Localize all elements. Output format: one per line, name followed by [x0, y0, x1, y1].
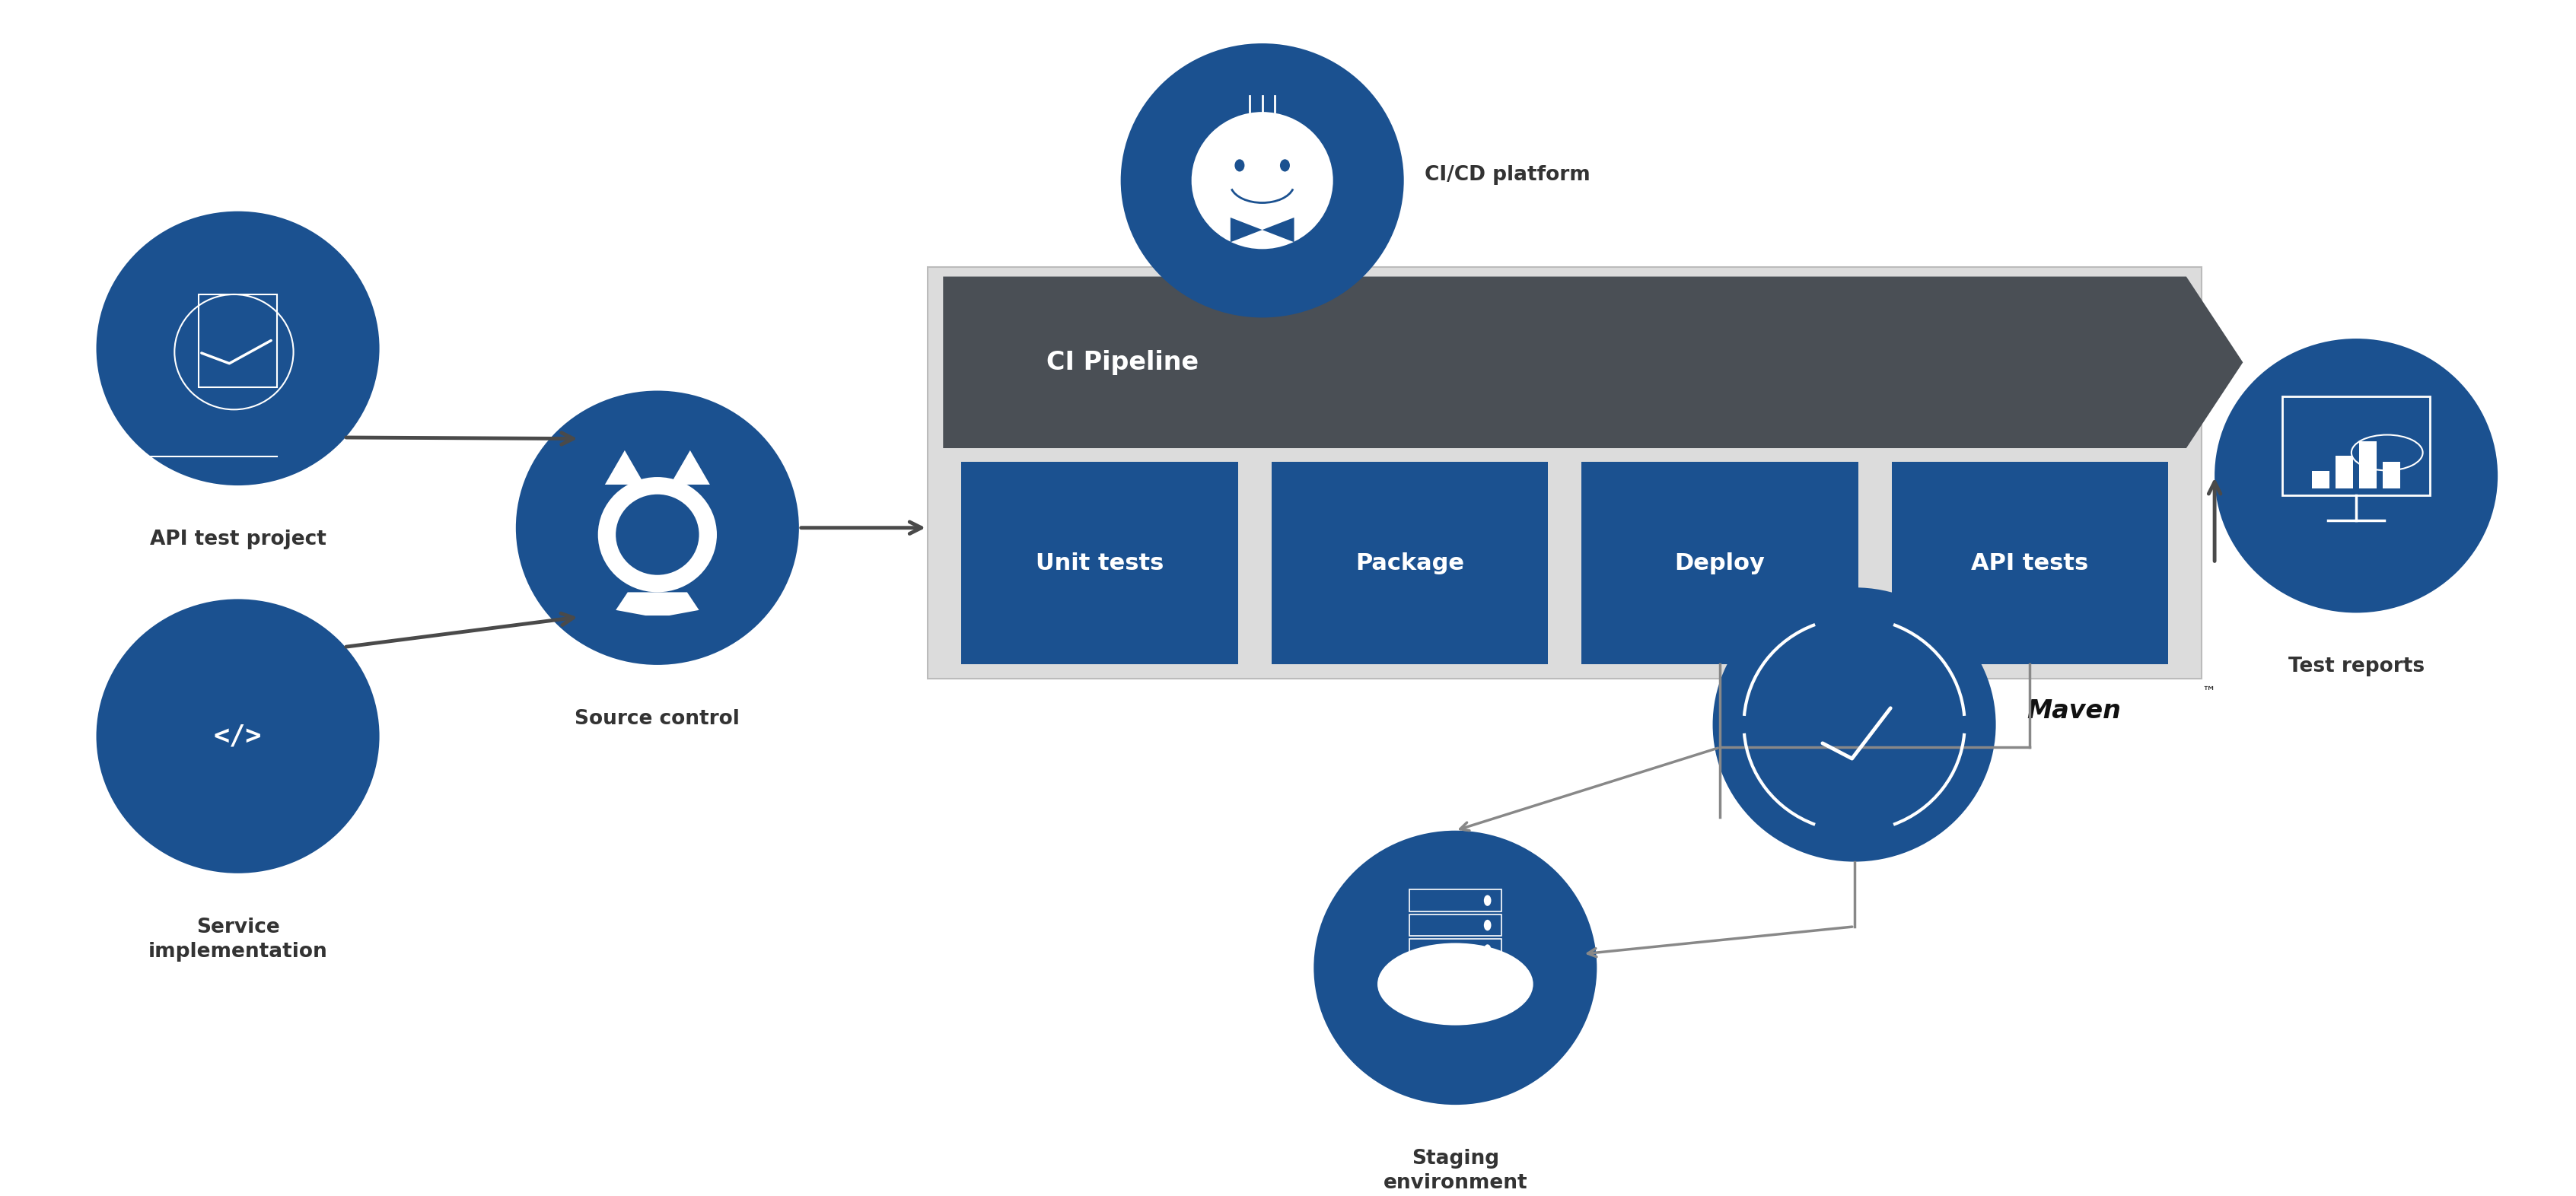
Polygon shape: [605, 451, 644, 484]
Polygon shape: [1231, 218, 1262, 242]
FancyBboxPatch shape: [927, 268, 2202, 678]
Text: Unit tests: Unit tests: [1036, 553, 1164, 574]
FancyBboxPatch shape: [1582, 462, 1857, 665]
Polygon shape: [943, 276, 2244, 448]
Text: CI Pipeline: CI Pipeline: [1046, 349, 1198, 374]
Text: ™: ™: [2202, 685, 2215, 698]
FancyBboxPatch shape: [1891, 462, 2169, 665]
Text: API test project: API test project: [149, 530, 327, 549]
Ellipse shape: [95, 599, 379, 873]
Text: Staging
environment: Staging environment: [1383, 1149, 1528, 1192]
Text: Test reports: Test reports: [2287, 657, 2424, 677]
Polygon shape: [1262, 218, 1293, 242]
Ellipse shape: [515, 391, 799, 665]
Ellipse shape: [1378, 942, 1533, 1025]
Ellipse shape: [616, 494, 698, 575]
Ellipse shape: [1484, 920, 1492, 930]
Ellipse shape: [1484, 945, 1492, 956]
Text: Maven: Maven: [2027, 698, 2120, 724]
FancyBboxPatch shape: [2336, 456, 2352, 489]
Text: </>: </>: [214, 724, 263, 749]
Ellipse shape: [1484, 895, 1492, 907]
Ellipse shape: [1280, 159, 1291, 171]
Text: Service
implementation: Service implementation: [149, 917, 327, 962]
Text: CI/CD platform: CI/CD platform: [1425, 165, 1589, 184]
FancyBboxPatch shape: [2383, 462, 2401, 489]
Ellipse shape: [1713, 587, 1996, 861]
Ellipse shape: [1314, 830, 1597, 1105]
Ellipse shape: [1234, 159, 1244, 171]
FancyBboxPatch shape: [961, 462, 1239, 665]
FancyBboxPatch shape: [1273, 462, 1548, 665]
Text: Package: Package: [1355, 553, 1463, 574]
Ellipse shape: [1193, 112, 1332, 249]
Polygon shape: [670, 451, 711, 484]
Text: Source control: Source control: [574, 709, 739, 728]
FancyBboxPatch shape: [2313, 471, 2329, 489]
Polygon shape: [616, 592, 698, 616]
Ellipse shape: [95, 212, 379, 486]
Text: Deploy: Deploy: [1674, 553, 1765, 574]
FancyBboxPatch shape: [2360, 441, 2378, 489]
Ellipse shape: [2215, 338, 2499, 612]
Ellipse shape: [598, 477, 716, 592]
Text: API tests: API tests: [1971, 553, 2089, 574]
Ellipse shape: [1121, 43, 1404, 318]
